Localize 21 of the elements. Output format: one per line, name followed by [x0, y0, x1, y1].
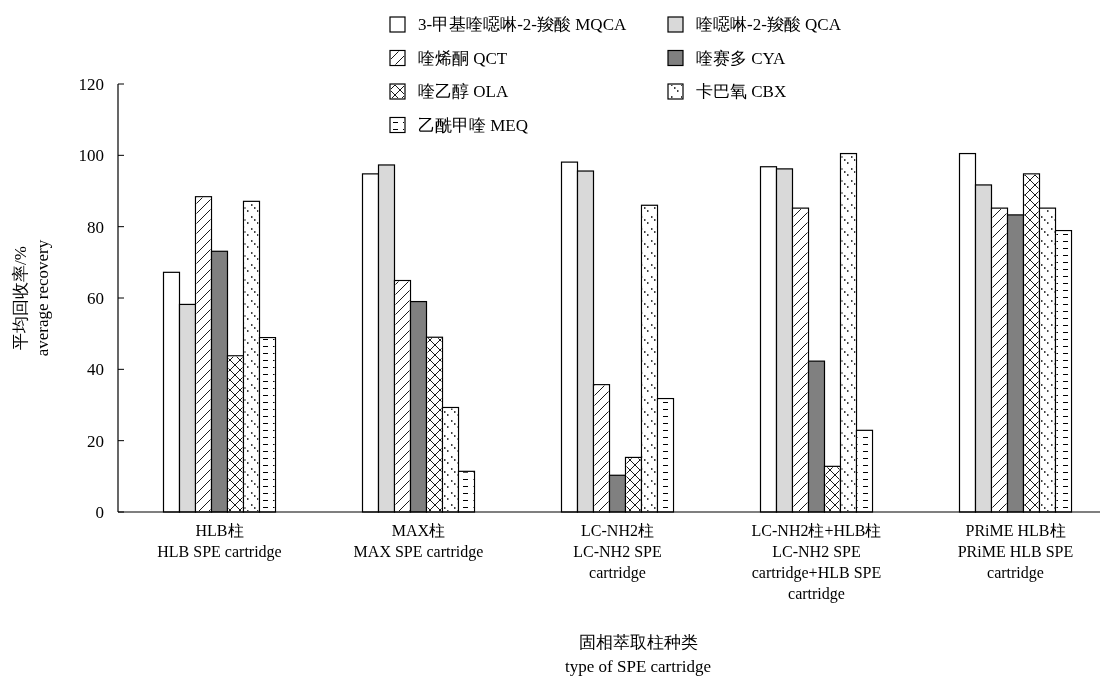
y-tick-label: 60 [87, 289, 104, 308]
x-tick-label: LC-NH2柱+HLB柱 LC-NH2 SPE cartridge+HLB SPE cartridge [751, 522, 882, 603]
legend-label: 卡巴氧 CBX [696, 82, 787, 101]
x-tick-label: MAX柱 MAX SPE cartridge [353, 522, 484, 561]
x-tick-label: HLB柱 HLB SPE cartridge [157, 522, 282, 561]
legend-label: 乙酰甲喹 MEQ [418, 115, 529, 135]
y-tick-label: 120 [78, 75, 104, 94]
y-tick-label: 80 [87, 217, 104, 237]
legend-label: 喹赛多 CYA [696, 48, 786, 68]
y-tick-label: 100 [78, 146, 104, 166]
legend-label: 喹噁啉-2-羧酸 QCA [696, 15, 842, 34]
y-axis-title: 平均回收率/% average recovery [11, 239, 52, 357]
x-axis-title: 固相萃取柱种类 type of SPE cartridge [565, 633, 711, 676]
legend-label: 3-甲基喹噁啉-2-羧酸 MQCA [418, 15, 627, 34]
x-tick-label: PRiME HLB柱 PRiME HLB SPE cartridge [957, 522, 1074, 582]
legend-label: 喹乙醇 OLA [418, 82, 509, 101]
y-tick-label: 20 [87, 431, 104, 451]
y-tick-label: 40 [87, 360, 104, 380]
y-tick-label: 0 [95, 503, 104, 522]
legend-label: 喹烯酮 QCT [418, 48, 508, 68]
x-tick-label: LC-NH2柱 LC-NH2 SPE cartridge [573, 522, 662, 582]
